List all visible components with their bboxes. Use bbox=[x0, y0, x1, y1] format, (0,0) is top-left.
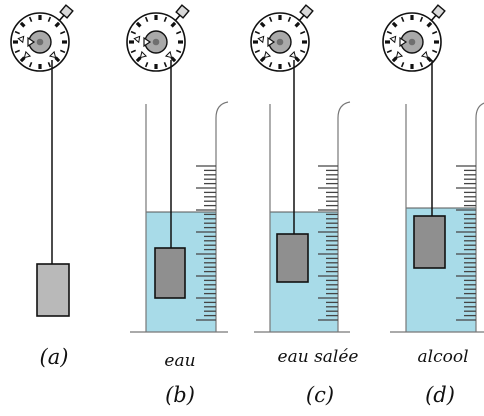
dial-tick bbox=[254, 49, 260, 54]
dial-tick bbox=[287, 16, 292, 22]
dial-needle bbox=[143, 36, 152, 48]
dial-pointer-mark bbox=[17, 35, 25, 44]
dial-tick bbox=[170, 21, 177, 28]
dial-pin bbox=[408, 38, 416, 46]
dial-pointer-mark bbox=[23, 50, 32, 59]
dial-needle bbox=[399, 36, 408, 48]
dial-tick bbox=[268, 62, 273, 68]
cylinder-right-wall bbox=[215, 101, 229, 332]
hanging-mass bbox=[413, 60, 446, 269]
mass-block bbox=[36, 263, 70, 317]
dial-tick bbox=[432, 30, 438, 35]
dial-tick bbox=[294, 21, 301, 28]
panel-label-c: (c) bbox=[306, 383, 334, 407]
dial-pointer-mark bbox=[263, 50, 272, 59]
dial-pin bbox=[36, 38, 44, 46]
dial-tick bbox=[14, 30, 20, 35]
hanging-mass bbox=[36, 60, 70, 317]
dial-tick bbox=[386, 30, 392, 35]
dial-dynamometer-icon bbox=[126, 4, 190, 72]
dial-tick bbox=[47, 16, 52, 22]
dial-tick bbox=[176, 49, 182, 54]
dial-tick bbox=[135, 21, 142, 28]
dial-tick bbox=[28, 16, 33, 22]
mass-block bbox=[413, 215, 446, 269]
dial-tick bbox=[28, 62, 33, 68]
dial-tick bbox=[144, 16, 149, 22]
dial-pointer-mark bbox=[164, 50, 173, 59]
dial-knob bbox=[299, 4, 314, 19]
dial-dynamometer-icon bbox=[10, 4, 74, 72]
liquid-label-b: eau bbox=[164, 351, 195, 371]
dial-tick bbox=[268, 16, 273, 22]
dial-pointer-mark bbox=[139, 50, 148, 59]
dial-tick bbox=[163, 62, 168, 68]
dial-pointer-mark bbox=[389, 35, 397, 44]
dynamometer-dials bbox=[10, 4, 446, 72]
dial-tick bbox=[163, 16, 168, 22]
dial-tick bbox=[400, 16, 405, 22]
dial-pointer-mark bbox=[420, 50, 429, 59]
dial-knob bbox=[59, 4, 74, 19]
dial-pointer-mark bbox=[48, 50, 57, 59]
dial-pointer-mark bbox=[395, 50, 404, 59]
hanging-mass bbox=[154, 60, 186, 299]
cylinder-right-wall bbox=[337, 101, 351, 332]
panel-label-d: (d) bbox=[425, 383, 455, 407]
dial-tick bbox=[176, 30, 182, 35]
dial-tick bbox=[47, 62, 52, 68]
dial-tick bbox=[386, 49, 392, 54]
dial-tick bbox=[259, 21, 266, 28]
dial-knob bbox=[175, 4, 190, 19]
dial-pointer-mark bbox=[257, 35, 265, 44]
dial-tick bbox=[419, 62, 424, 68]
graduated-cylinders bbox=[130, 101, 484, 333]
dial-knob bbox=[431, 4, 446, 19]
dial-needle bbox=[267, 36, 276, 48]
dial-tick bbox=[300, 30, 306, 35]
dial-tick bbox=[391, 21, 398, 28]
dial-tick bbox=[130, 30, 136, 35]
dial-tick bbox=[60, 30, 66, 35]
liquid-label-d: alcool bbox=[418, 347, 469, 367]
cylinder-right-wall bbox=[475, 102, 484, 332]
dial-tick bbox=[144, 62, 149, 68]
dial-tick bbox=[254, 30, 260, 35]
dial-pointer-mark bbox=[288, 50, 297, 59]
hanging-mass bbox=[276, 60, 309, 283]
dial-tick bbox=[300, 49, 306, 54]
panel-label-b: (b) bbox=[165, 383, 195, 407]
suspended-weights bbox=[36, 60, 446, 317]
dial-needle bbox=[27, 36, 36, 48]
dial-pin bbox=[276, 38, 284, 46]
dial-tick bbox=[14, 49, 20, 54]
dial-tick bbox=[400, 62, 405, 68]
dial-tick bbox=[54, 21, 61, 28]
dial-tick bbox=[287, 62, 292, 68]
dial-dynamometer-icon bbox=[250, 4, 314, 72]
dial-tick bbox=[432, 49, 438, 54]
dial-dynamometer-icon bbox=[382, 4, 446, 72]
mass-block bbox=[154, 247, 186, 299]
panel-label-a: (a) bbox=[40, 345, 69, 369]
dial-tick bbox=[419, 16, 424, 22]
graduated-cylinder-icon bbox=[390, 102, 484, 333]
mass-block bbox=[276, 233, 309, 283]
dial-pin bbox=[152, 38, 160, 46]
dial-tick bbox=[130, 49, 136, 54]
dial-pointer-mark bbox=[133, 35, 141, 44]
dial-tick bbox=[19, 21, 26, 28]
graduated-cylinder-icon bbox=[254, 101, 351, 333]
liquid-label-c: eau salée bbox=[278, 347, 359, 367]
dial-tick bbox=[60, 49, 66, 54]
dial-tick bbox=[426, 21, 433, 28]
